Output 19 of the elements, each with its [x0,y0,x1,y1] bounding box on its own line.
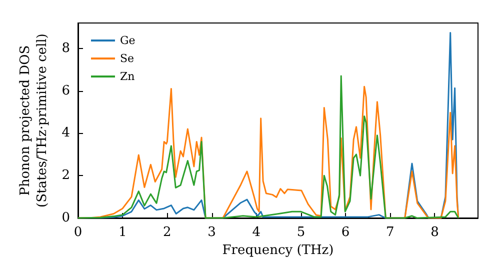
y-tick-label: 0 [62,210,70,226]
legend-label: Ge [120,34,136,47]
y-tick-label: 2 [62,168,70,184]
x-tick-label: 5 [296,225,306,240]
x-tick-label: 2 [163,225,172,240]
x-tick-label: 4 [252,225,261,240]
x-axis-title: Frequency (THz) [222,243,334,258]
x-tick-label: 6 [341,225,350,240]
y-tick-label: 8 [62,40,70,56]
x-tick-label: 3 [208,225,216,240]
x-tick-label: 8 [430,225,439,240]
x-tick-label: 1 [118,225,127,240]
y-tick-label: 6 [62,83,70,98]
y-tick-label: 4 [62,126,70,141]
legend-label: Se [120,52,134,65]
y-axis-title: Phonon projected DOS (States/THz·primitive cell) [18,33,50,208]
x-tick-label: 0 [74,225,82,240]
x-tick-label: 7 [386,225,394,240]
legend-label: Zn [120,70,135,83]
